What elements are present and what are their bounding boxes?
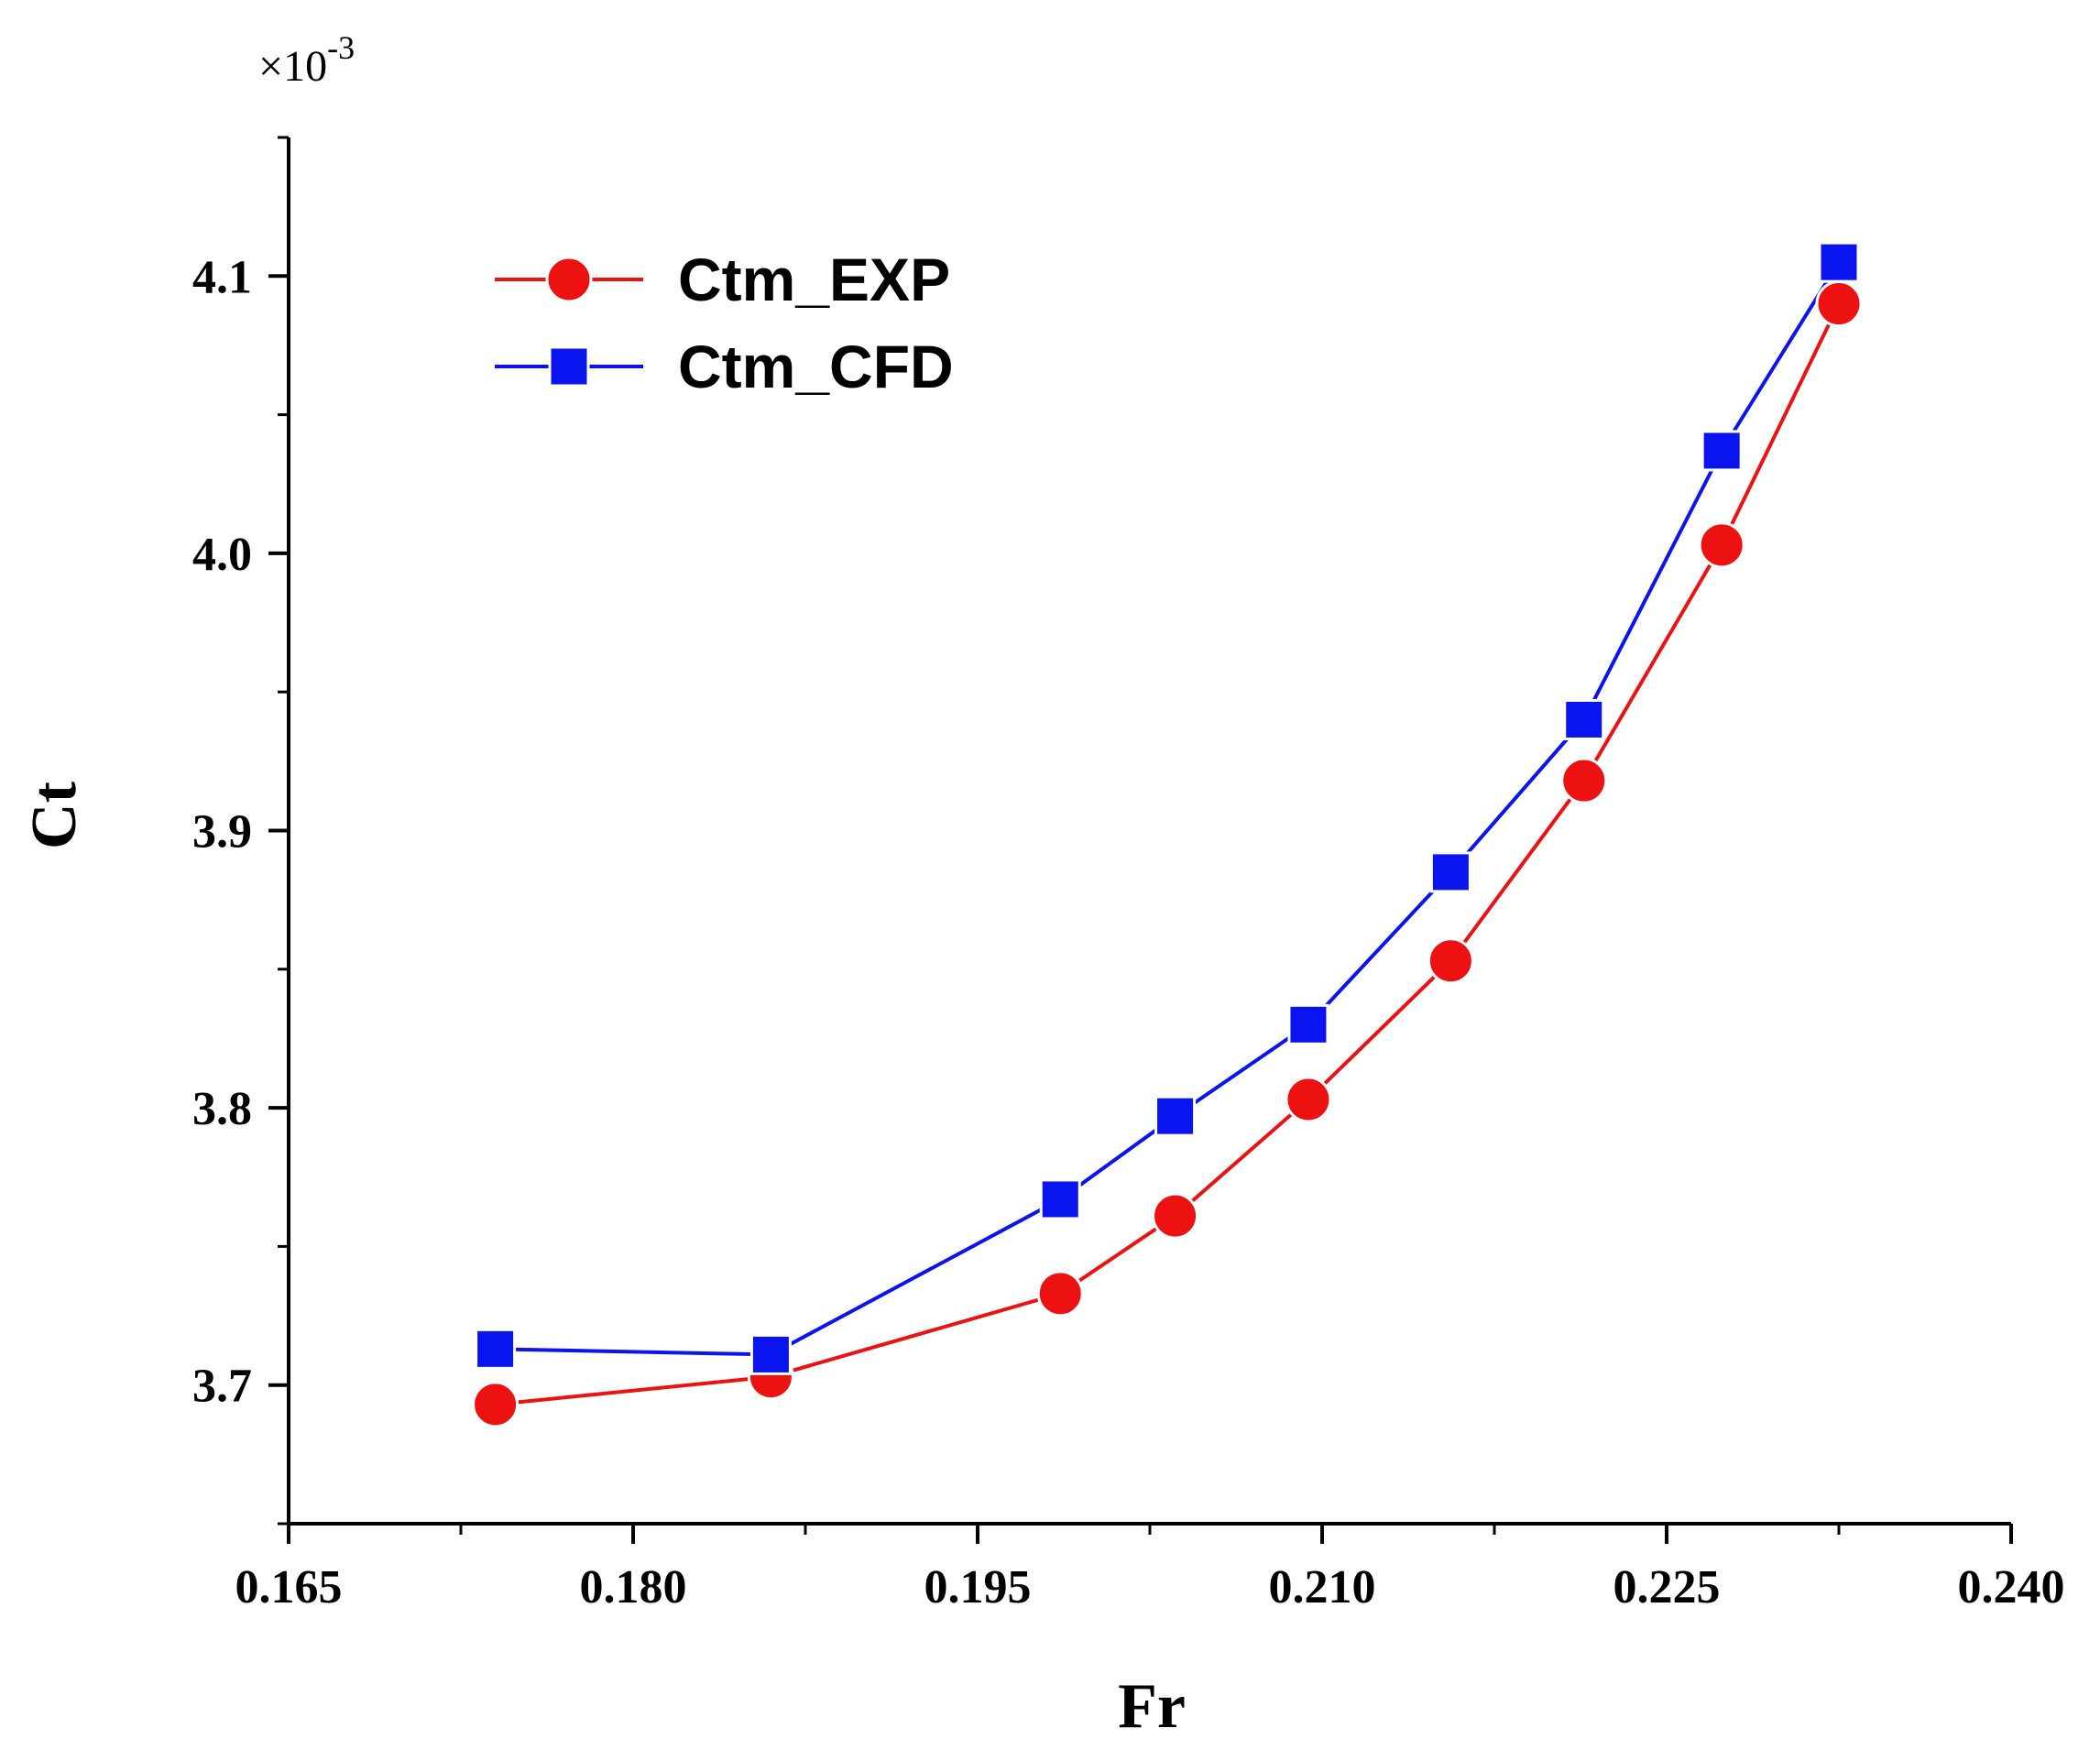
- x-tick-label: 0.180: [580, 1561, 687, 1613]
- y-multiplier-exponent: -3: [327, 29, 355, 66]
- x-tick-label: 0.225: [1613, 1561, 1721, 1613]
- data-point-ctm-cfd: [1818, 241, 1860, 283]
- x-tick-label: 0.165: [235, 1561, 343, 1613]
- legend: Ctm_EXP Ctm_CFD: [495, 246, 954, 400]
- legend-label-ctm-cfd: Ctm_CFD: [678, 333, 954, 400]
- data-point-ctm-cfd: [1429, 851, 1471, 893]
- data-point-ctm-cfd: [749, 1333, 792, 1375]
- axes: 0.165 0.180 0.195 0.210 0.225 0.240 3.7 3.8 3.9 4…: [192, 136, 2065, 1613]
- series-line-ctm-cfd: [495, 261, 1841, 1357]
- plot-area: [472, 241, 1863, 1428]
- data-point-ctm-cfd: [1154, 1095, 1197, 1137]
- y-tick-label: 3.8: [192, 1083, 252, 1135]
- y-tick-label: 4.0: [192, 529, 252, 581]
- legend-marker-ctm-exp: [545, 256, 593, 303]
- legend-label-ctm-exp: Ctm_EXP: [678, 246, 950, 313]
- data-point-ctm-cfd: [1701, 430, 1743, 472]
- data-point-ctm-cfd: [1287, 1003, 1329, 1045]
- legend-item-ctm-exp: Ctm_EXP: [495, 246, 950, 313]
- series-line-ctm-exp: [495, 302, 1841, 1406]
- series-ctm-exp: [495, 302, 1841, 1406]
- data-point-ctm-exp: [472, 1381, 520, 1428]
- data-point-ctm-cfd: [1039, 1178, 1081, 1220]
- legend-marker-ctm-cfd: [548, 345, 590, 388]
- y-tick-label: 4.1: [192, 251, 252, 303]
- data-point-ctm-exp: [1152, 1192, 1199, 1240]
- legend-item-ctm-cfd: Ctm_CFD: [495, 333, 954, 400]
- x-axis-title: Fr: [1118, 1671, 1186, 1742]
- x-tick-label: 0.195: [924, 1561, 1032, 1613]
- data-point-ctm-exp: [1698, 521, 1745, 569]
- y-tick-label: 3.7: [192, 1361, 252, 1413]
- x-tick-label: 0.240: [1958, 1561, 2065, 1613]
- data-point-ctm-exp: [1560, 757, 1608, 804]
- y-axis-multiplier: ×10-3: [258, 29, 355, 91]
- y-tick-label: 3.9: [192, 806, 252, 859]
- data-point-ctm-exp: [1427, 937, 1474, 985]
- data-point-ctm-exp: [1036, 1270, 1084, 1318]
- y-multiplier-base: ×10: [258, 42, 327, 91]
- data-point-ctm-cfd: [475, 1328, 517, 1370]
- data-point-ctm-exp: [1285, 1076, 1332, 1123]
- x-tick-label: 0.210: [1269, 1561, 1376, 1613]
- data-point-ctm-exp: [1815, 280, 1863, 328]
- series-ctm-cfd: [495, 261, 1841, 1357]
- y-axis-title: Ct: [19, 782, 90, 849]
- series-markers-ctm-cfd: [475, 241, 1860, 1375]
- data-point-ctm-cfd: [1563, 698, 1605, 740]
- series-markers-ctm-exp: [472, 280, 1863, 1428]
